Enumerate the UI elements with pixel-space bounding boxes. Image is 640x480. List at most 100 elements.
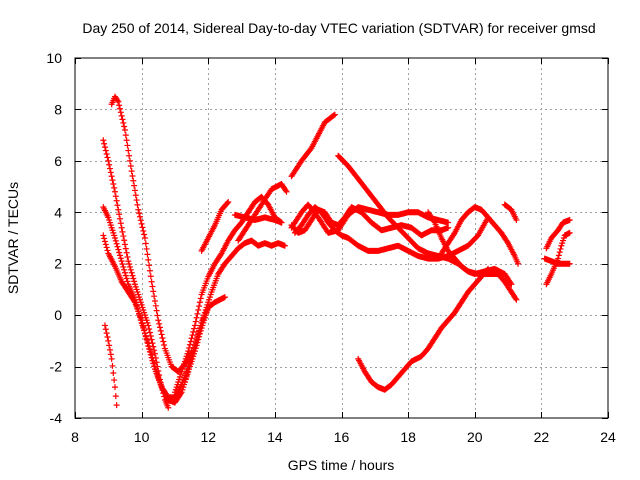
data-point xyxy=(555,252,562,259)
data-point xyxy=(112,393,119,400)
data-point xyxy=(131,298,138,304)
data-point xyxy=(445,224,452,231)
data-point xyxy=(192,338,199,345)
data-point xyxy=(187,356,194,363)
data-point xyxy=(190,347,197,354)
data-point xyxy=(121,266,128,273)
chart-title: Day 250 of 2014, Sidereal Day-to-day VTE… xyxy=(82,20,595,36)
data-point xyxy=(137,217,144,224)
data-point xyxy=(130,275,137,282)
y-tick-label: -4 xyxy=(50,410,63,426)
data-point xyxy=(118,224,125,231)
data-point xyxy=(122,245,129,252)
data-point xyxy=(566,217,573,223)
series-arc18 xyxy=(438,204,522,267)
data-point xyxy=(184,369,191,376)
data-point xyxy=(121,269,128,276)
x-axis-label: GPS time / hours xyxy=(288,457,395,473)
y-tick-label: 8 xyxy=(54,101,62,117)
data-point xyxy=(141,330,148,337)
data-point xyxy=(194,310,201,317)
data-point xyxy=(484,266,491,273)
data-point xyxy=(125,147,132,154)
data-point xyxy=(430,218,437,225)
data-point xyxy=(151,347,158,354)
data-point xyxy=(111,235,118,241)
data-point xyxy=(102,326,109,333)
data-point xyxy=(557,245,564,252)
data-point xyxy=(112,237,119,244)
data-point xyxy=(116,211,123,218)
series-arc11 xyxy=(288,111,338,180)
data-point xyxy=(152,302,159,309)
data-point xyxy=(121,241,128,248)
data-point xyxy=(128,269,135,276)
series-arc22 xyxy=(543,217,573,252)
data-point xyxy=(122,272,129,279)
data-point xyxy=(107,169,114,176)
data-points xyxy=(100,93,573,411)
data-point xyxy=(278,219,285,226)
data-point xyxy=(188,335,195,342)
data-point xyxy=(107,351,114,358)
data-point xyxy=(165,404,172,411)
y-tick-labels: -4 -2 0 2 4 6 8 10 xyxy=(46,50,62,426)
data-point xyxy=(507,280,514,286)
data-point xyxy=(147,273,154,280)
data-point xyxy=(189,332,196,339)
data-point xyxy=(138,220,145,227)
data-point xyxy=(194,333,201,340)
data-point xyxy=(191,341,198,348)
series-arc21 xyxy=(543,229,573,288)
data-point xyxy=(196,299,203,306)
data-point xyxy=(122,132,129,139)
data-point xyxy=(143,245,150,252)
data-point xyxy=(161,342,168,349)
series-arc17 xyxy=(355,265,492,393)
data-point xyxy=(158,331,165,338)
data-point xyxy=(121,237,128,244)
data-point xyxy=(160,338,167,345)
data-point xyxy=(105,157,112,164)
plot-frame xyxy=(74,57,609,419)
data-point xyxy=(485,265,492,272)
data-point xyxy=(136,210,143,217)
data-point xyxy=(106,161,113,168)
data-point xyxy=(182,375,189,382)
data-point xyxy=(120,233,127,240)
x-tick-label: 16 xyxy=(334,429,350,445)
data-point xyxy=(221,294,228,301)
y-tick-label: 2 xyxy=(54,256,62,272)
y-tick-label: 0 xyxy=(54,307,62,323)
data-point xyxy=(142,333,149,340)
data-point xyxy=(111,188,118,195)
data-point xyxy=(115,98,122,105)
data-point xyxy=(225,199,232,205)
data-point xyxy=(114,243,121,250)
data-point xyxy=(190,328,197,335)
data-point xyxy=(188,353,195,360)
data-point xyxy=(123,249,130,256)
data-point xyxy=(193,314,200,321)
data-point xyxy=(108,355,115,362)
data-point xyxy=(132,192,139,199)
data-point xyxy=(148,354,155,361)
data-point xyxy=(101,235,108,242)
data-point xyxy=(556,249,563,256)
data-point xyxy=(197,295,204,302)
data-point xyxy=(156,320,163,327)
data-point xyxy=(126,152,133,159)
data-point xyxy=(118,112,125,119)
data-point xyxy=(193,335,200,342)
data-point xyxy=(120,263,127,270)
data-point xyxy=(144,251,151,258)
data-point xyxy=(331,111,338,118)
data-point xyxy=(186,362,193,369)
data-point xyxy=(121,123,128,130)
data-point xyxy=(566,229,573,236)
x-tick-label: 14 xyxy=(267,429,283,445)
series-arc16 xyxy=(425,209,515,288)
data-point xyxy=(125,258,132,265)
data-point xyxy=(108,173,115,180)
data-point xyxy=(126,261,133,268)
